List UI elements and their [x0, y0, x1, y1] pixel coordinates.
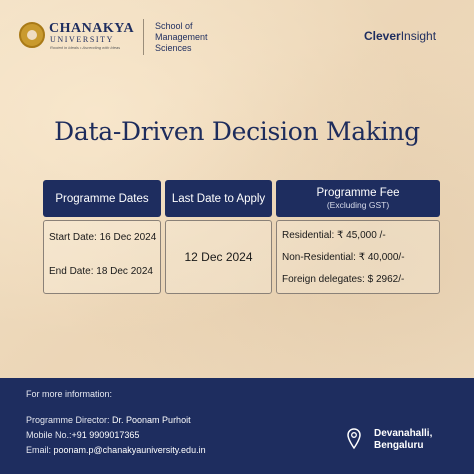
director-label: Programme Director:: [26, 415, 113, 425]
last-date-value: 12 Dec 2024: [184, 250, 253, 264]
university-name: CHANAKYA: [49, 21, 135, 36]
info-label: For more information:: [26, 389, 113, 399]
email-value[interactable]: poonam.p@chanakyauniversity.edu.in: [53, 445, 206, 455]
header-last-date: Last Date to Apply: [165, 180, 272, 217]
header-programme-fee-label: Programme Fee: [316, 187, 400, 199]
footer: [0, 378, 474, 474]
school-line-1: School of: [155, 21, 193, 31]
fee-foreign: Foreign delegates: $ 2962/-: [282, 274, 405, 285]
mobile-label: Mobile No.:: [26, 430, 72, 440]
header-programme-fee-sub: (Excluding GST): [326, 200, 390, 210]
mobile-value[interactable]: +91 9909017365: [71, 430, 140, 440]
university-seal-icon: [19, 22, 45, 48]
location-line-2: Bengaluru: [374, 440, 424, 451]
start-date: Start Date: 16 Dec 2024: [49, 232, 157, 243]
fee-non-residential: Non-Residential: ₹ 40,000/-: [282, 252, 405, 263]
cell-programme-dates: Start Date: 16 Dec 2024 End Date: 18 Dec…: [43, 220, 161, 294]
cell-last-date: 12 Dec 2024: [165, 220, 272, 294]
email-label: Email:: [26, 445, 54, 455]
university-sub: UNIVERSITY: [50, 35, 114, 44]
location: Devanahalli, Bengaluru: [374, 428, 432, 452]
location-pin-icon: [347, 428, 361, 450]
email-line: Email: poonam.p@chanakyauniversity.edu.i…: [26, 445, 206, 455]
header-programme-dates: Programme Dates: [43, 180, 161, 217]
school-name: School of Management Sciences: [155, 21, 208, 54]
header-programme-dates-label: Programme Dates: [55, 192, 149, 205]
mobile-line: Mobile No.:+91 9909017365: [26, 430, 139, 440]
fee-residential: Residential: ₹ 45,000 /-: [282, 230, 386, 241]
header-programme-fee: Programme Fee (Excluding GST): [276, 180, 440, 217]
header-divider: [143, 19, 144, 55]
partner-logo: CleverInsight: [364, 29, 436, 43]
end-date: End Date: 18 Dec 2024: [49, 266, 153, 277]
cell-programme-fee: Residential: ₹ 45,000 /- Non-Residential…: [276, 220, 440, 294]
director-name: Dr. Poonam Purhoit: [112, 415, 191, 425]
partner-logo-rest: Insight: [400, 29, 437, 43]
location-line-1: Devanahalli,: [374, 428, 433, 439]
school-line-3: Sciences: [155, 43, 192, 53]
director-line: Programme Director: Dr. Poonam Purhoit: [26, 415, 191, 425]
school-line-2: Management: [155, 32, 208, 42]
page-title: Data-Driven Decision Making: [54, 117, 420, 146]
header-last-date-label: Last Date to Apply: [171, 192, 266, 205]
partner-logo-bold: Clever: [364, 29, 401, 43]
university-tagline: Rooted in Ideals • Ascending with Ideas: [50, 45, 121, 50]
